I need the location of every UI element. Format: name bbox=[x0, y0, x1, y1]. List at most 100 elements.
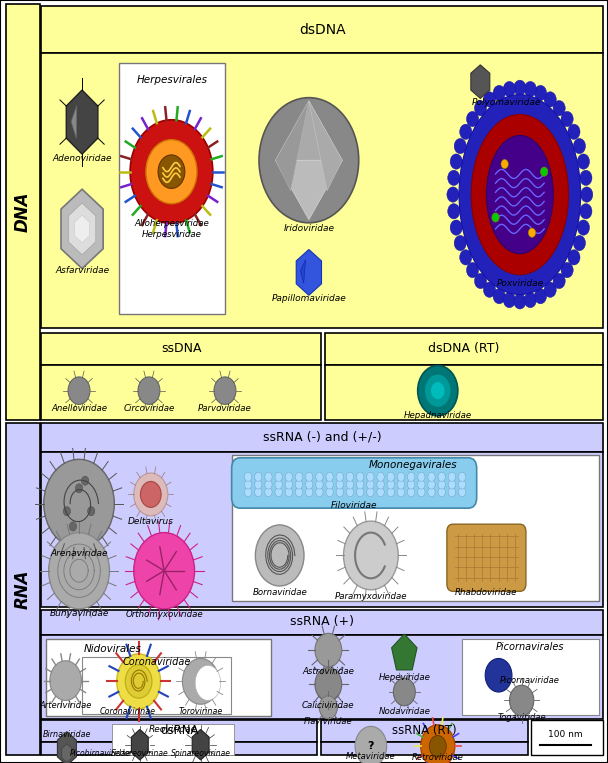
Text: ssRNA (-) and (+/-): ssRNA (-) and (+/-) bbox=[263, 430, 382, 444]
Text: Poxviridae: Poxviridae bbox=[496, 279, 544, 288]
Polygon shape bbox=[75, 215, 89, 243]
Bar bbox=[325, 333, 603, 365]
Bar bbox=[6, 4, 40, 420]
Text: Arteriviridae: Arteriviridae bbox=[40, 701, 92, 710]
FancyBboxPatch shape bbox=[447, 524, 526, 591]
Circle shape bbox=[581, 187, 593, 202]
Circle shape bbox=[125, 665, 152, 698]
Circle shape bbox=[438, 480, 445, 489]
Circle shape bbox=[418, 365, 458, 416]
Circle shape bbox=[424, 374, 451, 407]
Polygon shape bbox=[131, 729, 148, 760]
Text: Metaviridae: Metaviridae bbox=[346, 752, 396, 761]
Circle shape bbox=[44, 459, 114, 548]
Text: Nidovirales: Nidovirales bbox=[83, 643, 142, 654]
Circle shape bbox=[514, 80, 526, 95]
Circle shape bbox=[134, 533, 195, 609]
Circle shape bbox=[75, 484, 83, 493]
Bar bbox=[41, 423, 603, 452]
Circle shape bbox=[295, 480, 303, 489]
Text: Alloherpesviridae
Herpesviridae: Alloherpesviridae Herpesviridae bbox=[134, 219, 209, 239]
Circle shape bbox=[460, 124, 472, 140]
Polygon shape bbox=[309, 101, 342, 191]
Circle shape bbox=[568, 124, 580, 140]
Circle shape bbox=[387, 488, 395, 497]
Circle shape bbox=[326, 472, 333, 481]
Bar bbox=[41, 635, 603, 719]
Bar bbox=[46, 639, 271, 716]
Circle shape bbox=[275, 480, 282, 489]
Circle shape bbox=[544, 282, 556, 298]
Bar bbox=[462, 639, 599, 715]
Circle shape bbox=[448, 480, 455, 489]
Bar bbox=[325, 365, 603, 420]
Circle shape bbox=[255, 488, 262, 497]
Circle shape bbox=[466, 111, 478, 127]
Circle shape bbox=[510, 685, 534, 716]
Circle shape bbox=[387, 472, 395, 481]
Circle shape bbox=[428, 480, 435, 489]
Circle shape bbox=[387, 480, 395, 489]
Text: Picornavirales: Picornavirales bbox=[496, 642, 564, 652]
Circle shape bbox=[68, 377, 90, 404]
Circle shape bbox=[418, 488, 425, 497]
Circle shape bbox=[315, 633, 342, 667]
Circle shape bbox=[418, 472, 425, 481]
Text: Deltavirus: Deltavirus bbox=[128, 517, 174, 526]
Text: DNA: DNA bbox=[13, 192, 32, 233]
Circle shape bbox=[448, 472, 455, 481]
Circle shape bbox=[367, 480, 374, 489]
Text: Hepadnaviridae: Hepadnaviridae bbox=[404, 410, 472, 420]
Text: Herpesvirales: Herpesvirales bbox=[137, 75, 207, 85]
Circle shape bbox=[501, 159, 508, 169]
Circle shape bbox=[528, 228, 536, 237]
Circle shape bbox=[138, 377, 160, 404]
Circle shape bbox=[407, 488, 415, 497]
Bar bbox=[41, 365, 321, 420]
Circle shape bbox=[63, 507, 71, 516]
Circle shape bbox=[336, 472, 344, 481]
Polygon shape bbox=[471, 65, 490, 98]
Circle shape bbox=[336, 488, 344, 497]
Circle shape bbox=[81, 476, 89, 485]
Circle shape bbox=[356, 472, 364, 481]
Text: Caliciviridae: Caliciviridae bbox=[302, 701, 354, 710]
Circle shape bbox=[336, 480, 344, 489]
Circle shape bbox=[316, 472, 323, 481]
Circle shape bbox=[450, 154, 462, 169]
Text: Mononegavirales: Mononegavirales bbox=[369, 460, 458, 471]
Text: Astroviridae: Astroviridae bbox=[302, 667, 354, 676]
Circle shape bbox=[393, 678, 415, 706]
Text: 100 nm: 100 nm bbox=[548, 730, 582, 739]
Circle shape bbox=[265, 480, 272, 489]
Text: Bunyaviridae: Bunyaviridae bbox=[49, 609, 109, 618]
Circle shape bbox=[421, 725, 455, 763]
Circle shape bbox=[429, 736, 446, 757]
Circle shape bbox=[158, 155, 185, 188]
Circle shape bbox=[146, 140, 197, 204]
Circle shape bbox=[483, 282, 496, 298]
Bar bbox=[6, 423, 40, 755]
Bar bbox=[112, 724, 234, 755]
Text: Filoviridae: Filoviridae bbox=[331, 501, 377, 510]
Bar bbox=[41, 610, 603, 635]
Circle shape bbox=[573, 236, 586, 251]
Circle shape bbox=[49, 533, 109, 609]
Text: Retroviridae: Retroviridae bbox=[412, 753, 464, 762]
Circle shape bbox=[182, 658, 219, 704]
Circle shape bbox=[561, 111, 573, 127]
Circle shape bbox=[418, 480, 425, 489]
Circle shape bbox=[544, 92, 556, 107]
Circle shape bbox=[255, 480, 262, 489]
Polygon shape bbox=[57, 732, 77, 763]
Circle shape bbox=[580, 170, 592, 185]
Circle shape bbox=[355, 726, 387, 763]
Circle shape bbox=[492, 213, 499, 222]
Circle shape bbox=[140, 481, 161, 507]
Circle shape bbox=[306, 480, 313, 489]
Text: Arenaviridae: Arenaviridae bbox=[50, 549, 108, 558]
Text: Spinareovirinae: Spinareovirinae bbox=[171, 749, 230, 758]
Circle shape bbox=[573, 138, 586, 153]
Polygon shape bbox=[66, 90, 98, 154]
Circle shape bbox=[448, 488, 455, 497]
